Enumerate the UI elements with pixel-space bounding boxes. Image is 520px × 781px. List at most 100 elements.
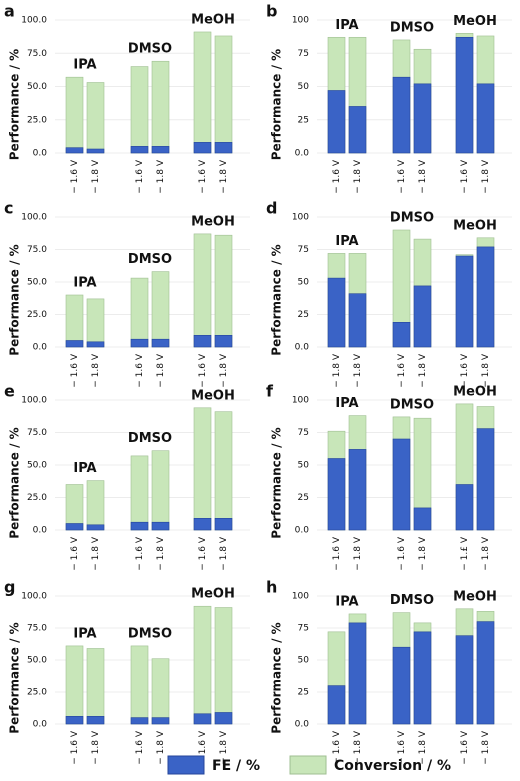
- bar: [65, 147, 84, 154]
- panel-letter: a: [4, 2, 15, 21]
- bar: [455, 255, 474, 348]
- x-tick-label: − 1.6 V: [460, 730, 470, 765]
- y-tick-label: 25.0: [27, 688, 47, 698]
- bar: [348, 293, 367, 348]
- bar: [130, 717, 149, 725]
- bar: [214, 411, 233, 531]
- bar: [151, 338, 170, 348]
- bar: [214, 712, 233, 725]
- group-label: MeOH: [191, 587, 235, 602]
- x-tick-label: − 1.8 V: [418, 536, 428, 571]
- y-tick-label: 0.0: [33, 720, 48, 730]
- y-tick-label: 25: [298, 688, 309, 698]
- x-tick-label: − 1.8 V: [353, 353, 363, 388]
- y-tick-label: 0.0: [295, 343, 310, 353]
- bar: [130, 645, 149, 725]
- bar: [130, 521, 149, 531]
- bar: [65, 716, 84, 725]
- bar: [348, 622, 367, 725]
- y-tick-label: 75: [298, 245, 309, 255]
- x-tick-label: − 1.6 V: [332, 159, 342, 194]
- x-tick-label: − 1.6 V: [70, 730, 80, 765]
- y-tick-label: 50: [298, 461, 310, 471]
- y-tick-label: 0.0: [295, 526, 310, 536]
- panel-letter: c: [4, 199, 13, 218]
- bar: [392, 646, 411, 725]
- x-tick-label: − 1.6 V: [397, 730, 407, 765]
- x-tick-label: − 1.8 V: [91, 159, 101, 194]
- x-tick-label: − 1.8 V: [156, 159, 166, 194]
- bar: [476, 428, 495, 531]
- y-tick-label: 0.0: [33, 343, 48, 353]
- x-tick-label: − 1.6 V: [135, 159, 145, 194]
- y-tick-label: 75.0: [27, 49, 47, 59]
- x-tick-label: − 1.8 V: [91, 353, 101, 388]
- bar: [86, 341, 105, 348]
- y-tick-label: 100: [292, 213, 309, 223]
- bar: [65, 294, 84, 348]
- x-tick-label: − 1.6 V: [70, 353, 80, 388]
- x-tick-label: − 1.8 V: [418, 730, 428, 765]
- group-label: MeOH: [453, 14, 497, 29]
- group-label: DMSO: [390, 397, 434, 412]
- x-tick-label: − 1.6 V: [198, 159, 208, 194]
- bar: [151, 60, 170, 154]
- bar: [476, 621, 495, 725]
- x-tick-label: − 1.8 V: [353, 536, 363, 571]
- group-label: IPA: [73, 58, 96, 73]
- x-tick-label: − 1.8 V: [353, 730, 363, 765]
- bar: [392, 321, 411, 348]
- bar: [193, 605, 212, 725]
- bar: [151, 717, 170, 725]
- bar: [130, 277, 149, 348]
- panel-letter: f: [266, 382, 274, 401]
- group-label: MeOH: [453, 384, 497, 399]
- x-tick-label: − 1.8 V: [156, 353, 166, 388]
- group-label: IPA: [335, 594, 358, 609]
- y-tick-label: 100.0: [21, 213, 47, 223]
- bar: [151, 271, 170, 348]
- y-tick-label: 25: [298, 115, 309, 125]
- group-label: DMSO: [128, 431, 172, 446]
- bar: [214, 234, 233, 348]
- y-axis-title: Performance / %: [270, 244, 284, 355]
- x-tick-label: − 1.8 V: [481, 353, 491, 388]
- x-tick-label: − 1.8 V: [91, 730, 101, 765]
- x-tick-label: − 1.6 V: [397, 159, 407, 194]
- x-tick-label: − 1.8 V: [156, 536, 166, 571]
- x-tick-label: − 1.6 V: [198, 536, 208, 571]
- bar: [193, 517, 212, 531]
- bar: [65, 484, 84, 531]
- panel-letter: d: [266, 199, 277, 218]
- bar: [130, 455, 149, 531]
- group-label: DMSO: [128, 42, 172, 57]
- x-tick-label: − 1.6 V: [332, 730, 342, 765]
- x-tick-label: − 1.6 V: [460, 353, 470, 388]
- bar: [65, 523, 84, 531]
- y-tick-label: 75.0: [27, 624, 47, 634]
- group-label: MeOH: [453, 589, 497, 604]
- bar: [65, 340, 84, 348]
- bar: [86, 298, 105, 348]
- bar: [151, 146, 170, 154]
- y-axis-title: Performance / %: [270, 427, 284, 538]
- bar: [65, 645, 84, 725]
- bar: [86, 648, 105, 725]
- y-tick-label: 75.0: [27, 428, 47, 438]
- bar: [193, 407, 212, 531]
- x-tick-label: − 1.6 V: [198, 730, 208, 765]
- bar: [476, 246, 495, 348]
- x-tick-label: − 1.8 V: [219, 353, 229, 388]
- y-tick-label: 100: [292, 592, 309, 602]
- x-tick-label: − 1.8 V: [219, 730, 229, 765]
- y-tick-label: 75: [298, 49, 309, 59]
- y-tick-label: 75.0: [27, 245, 47, 255]
- group-label: IPA: [73, 276, 96, 291]
- y-tick-label: 100.0: [21, 396, 47, 406]
- x-tick-label: − 1.6 V: [460, 159, 470, 194]
- bar: [151, 521, 170, 531]
- x-tick-label: − 1.8 V: [332, 353, 342, 388]
- bar: [327, 277, 346, 348]
- group-label: MeOH: [453, 218, 497, 233]
